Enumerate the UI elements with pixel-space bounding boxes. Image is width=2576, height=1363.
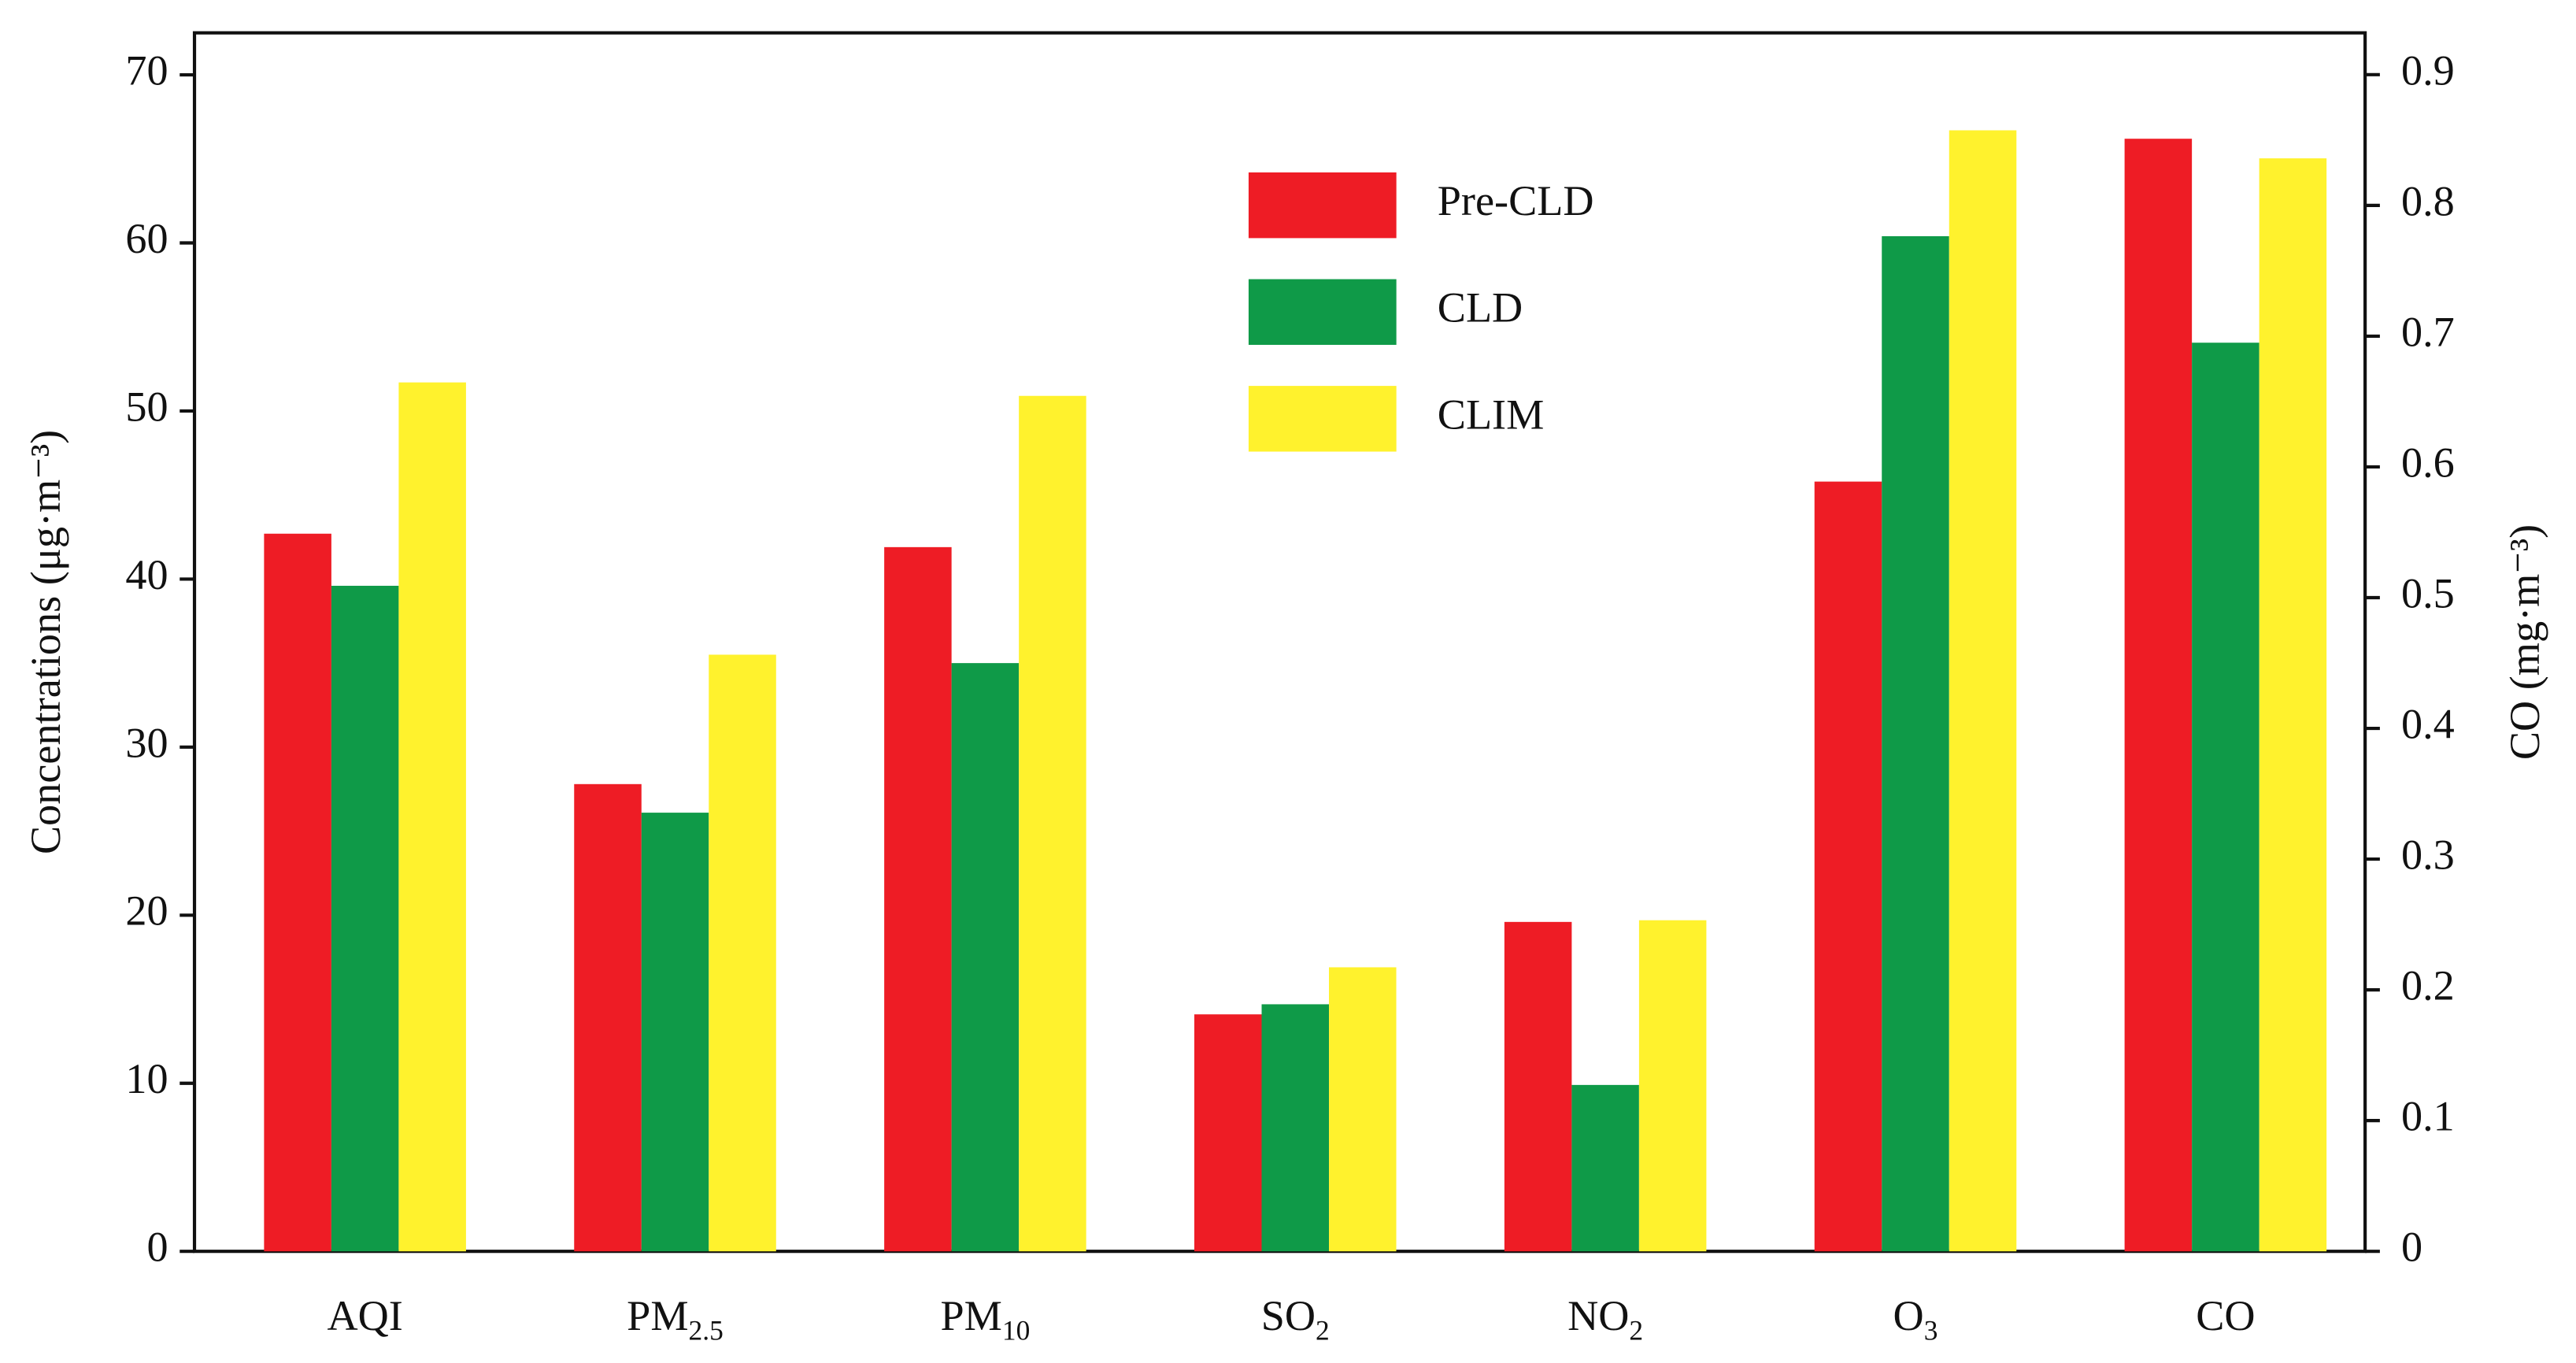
x-tick-label: CO <box>2196 1292 2255 1339</box>
bar <box>574 783 642 1252</box>
legend-label: Pre-CLD <box>1438 177 1594 224</box>
legend-swatch <box>1248 279 1397 345</box>
y2-tick-label: 0.2 <box>2401 962 2455 1009</box>
category-subscript: 2 <box>1629 1315 1643 1346</box>
y2-tick-label: 0.5 <box>2401 569 2455 617</box>
y2-tick-label: 0.4 <box>2401 700 2455 747</box>
category-name: PM <box>627 1292 688 1339</box>
category-name: CO <box>2196 1292 2255 1339</box>
bar <box>1504 921 1572 1252</box>
y2-tick-label: 0 <box>2401 1224 2422 1271</box>
x-tick-label: NO2 <box>1567 1292 1643 1346</box>
bar <box>264 533 331 1252</box>
y2-axis-title: CO (mg·m⁻³) <box>2501 524 2548 760</box>
y2-tick-label: 0.3 <box>2401 832 2455 879</box>
y-tick-label: 70 <box>125 47 168 94</box>
x-tick-label: PM10 <box>940 1292 1030 1346</box>
y-tick-label: 0 <box>147 1224 168 1271</box>
bar <box>884 546 952 1252</box>
category-name: AQI <box>327 1292 402 1339</box>
legend-swatch <box>1248 172 1397 239</box>
x-tick-label: O3 <box>1893 1292 1938 1346</box>
bar <box>2192 343 2260 1252</box>
x-tick-label: AQI <box>327 1292 402 1339</box>
category-name: SO <box>1261 1292 1316 1339</box>
bar <box>1814 481 1882 1252</box>
y2-tick-label: 0.6 <box>2401 439 2455 486</box>
category-subscript: 10 <box>1002 1315 1030 1346</box>
bar <box>951 663 1020 1252</box>
category-subscript: 2 <box>1316 1315 1330 1346</box>
bar <box>709 654 776 1252</box>
category-subscript: 2.5 <box>689 1315 724 1346</box>
y2-tick-label: 0.9 <box>2401 46 2455 94</box>
y-tick-label: 20 <box>125 887 168 935</box>
category-name: NO <box>1567 1292 1629 1339</box>
legend-swatch <box>1248 386 1397 452</box>
bar <box>1019 395 1086 1252</box>
y2-tick-label: 0.7 <box>2401 308 2455 355</box>
category-name: O <box>1893 1292 1924 1339</box>
bar <box>1638 920 1707 1252</box>
bar <box>1194 1014 1262 1252</box>
bar <box>2259 158 2327 1252</box>
legend-label: CLIM <box>1438 391 1545 438</box>
y2-tick-label: 0.1 <box>2401 1093 2455 1140</box>
bar <box>641 813 709 1252</box>
bar <box>2124 139 2193 1252</box>
y2-tick-label: 0.8 <box>2401 177 2455 224</box>
legend-label: CLD <box>1438 284 1523 331</box>
y-tick-label: 10 <box>125 1055 168 1102</box>
bar <box>1329 967 1397 1252</box>
y-tick-label: 50 <box>125 383 168 430</box>
bar <box>331 585 399 1252</box>
x-tick-label: PM2.5 <box>627 1292 724 1346</box>
category-subscript: 3 <box>1924 1315 1938 1346</box>
y-tick-label: 60 <box>125 215 168 262</box>
bar <box>1571 1084 1639 1252</box>
category-name: PM <box>940 1292 1001 1339</box>
y-axis-title: Concentrations (μg·m⁻³) <box>22 430 69 854</box>
bar <box>398 382 466 1252</box>
bar <box>1949 130 2017 1252</box>
y-tick-label: 30 <box>125 719 168 766</box>
x-tick-label: SO2 <box>1261 1292 1330 1346</box>
bar <box>1261 1004 1330 1252</box>
y-tick-label: 40 <box>125 551 168 598</box>
bar <box>1882 235 1949 1252</box>
